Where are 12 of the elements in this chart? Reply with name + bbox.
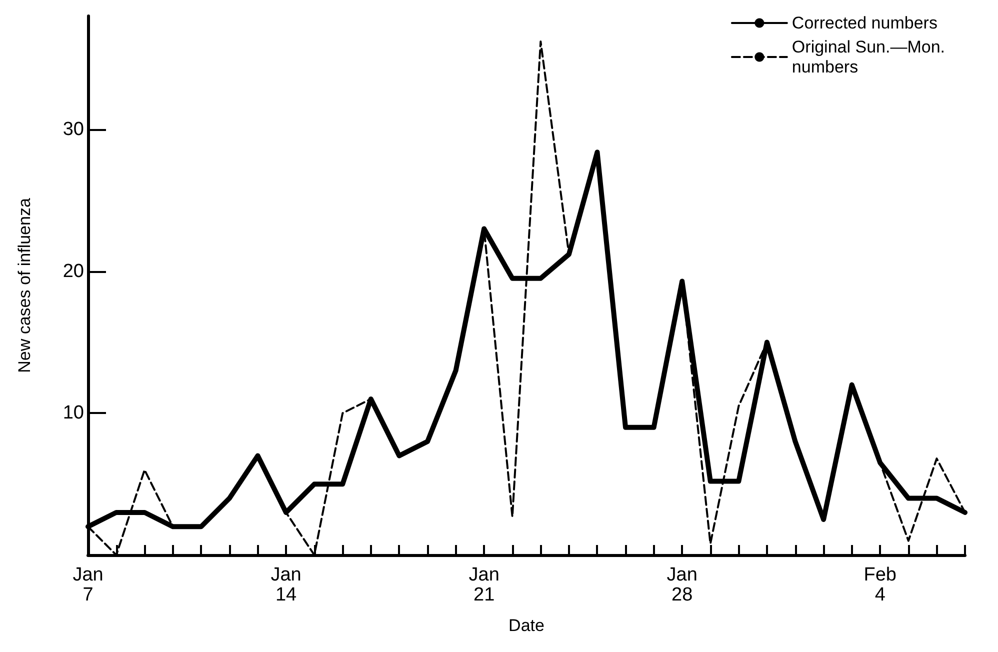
legend-label: Original Sun.—Mon. numbers [792, 38, 946, 76]
x-tick-label: Feb 4 [864, 564, 897, 606]
y-tick-label: 10 [62, 402, 84, 424]
y-tick-label: 30 [62, 118, 84, 140]
x-axis-title: Date [508, 616, 544, 635]
y-axis-title: New cases of influenza [15, 198, 34, 373]
x-tick-label: Jan 7 [72, 564, 104, 606]
x-tick-label: Jan 28 [666, 564, 698, 606]
legend-label: Corrected numbers [792, 14, 938, 32]
x-tick-label: Jan 21 [468, 564, 500, 606]
y-tick-label: 20 [62, 260, 84, 282]
x-tick-label: Jan 14 [270, 564, 302, 606]
